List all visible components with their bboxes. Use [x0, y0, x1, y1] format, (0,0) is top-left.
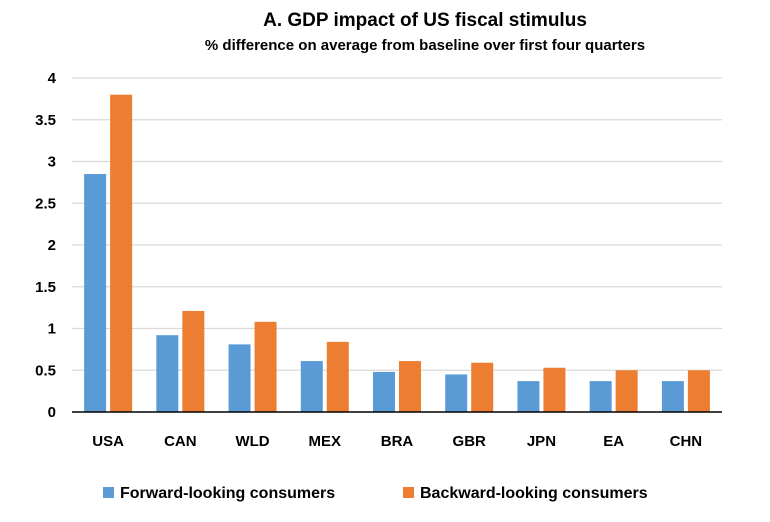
bar-forward-usa — [84, 174, 107, 412]
y-tick-label: 0 — [48, 404, 56, 421]
y-tick-label: 2.5 — [35, 195, 56, 212]
bar-forward-gbr — [445, 374, 468, 412]
bar-backward-can — [182, 310, 205, 412]
bar-forward-ea — [589, 381, 612, 412]
chart-subtitle: % difference on average from baseline ov… — [204, 37, 646, 54]
legend-label-forward: Forward-looking consumers — [120, 485, 335, 502]
bar-backward-usa — [110, 94, 133, 412]
x-tick-label: JPN — [527, 433, 556, 450]
bar-forward-mex — [300, 361, 323, 412]
x-tick-label: CHN — [670, 433, 703, 450]
legend-label-backward: Backward-looking consumers — [420, 485, 648, 502]
bar-backward-jpn — [543, 367, 566, 412]
x-tick-label: MEX — [309, 433, 342, 450]
bar-backward-wld — [254, 321, 277, 412]
bar-backward-ea — [615, 370, 638, 412]
x-tick-label: BRA — [381, 433, 414, 450]
y-tick-label: 2 — [48, 237, 56, 254]
bar-backward-gbr — [471, 362, 494, 412]
legend-swatch-backward — [403, 487, 414, 498]
y-tick-label: 1.5 — [35, 279, 56, 296]
y-tick-label: 3 — [48, 154, 56, 171]
x-tick-label: EA — [603, 433, 624, 450]
bar-forward-wld — [228, 344, 251, 412]
y-tick-label: 0.5 — [35, 362, 56, 379]
x-tick-label: CAN — [164, 433, 197, 450]
bar-backward-bra — [399, 361, 421, 412]
x-tick-label: USA — [92, 433, 124, 450]
y-tick-label: 4 — [48, 70, 57, 87]
bar-forward-jpn — [517, 381, 540, 412]
chart-title: A. GDP impact of US fiscal stimulus — [263, 10, 587, 31]
y-tick-label: 1 — [48, 321, 56, 338]
bar-backward-mex — [326, 341, 349, 412]
bar-forward-chn — [661, 381, 684, 412]
x-tick-label: GBR — [453, 433, 487, 450]
bar-forward-can — [156, 335, 179, 412]
legend-swatch-forward — [103, 487, 114, 498]
bar-forward-bra — [373, 371, 395, 412]
x-tick-label: WLD — [235, 433, 269, 450]
y-tick-label: 3.5 — [35, 112, 56, 129]
bar-backward-chn — [687, 370, 710, 412]
